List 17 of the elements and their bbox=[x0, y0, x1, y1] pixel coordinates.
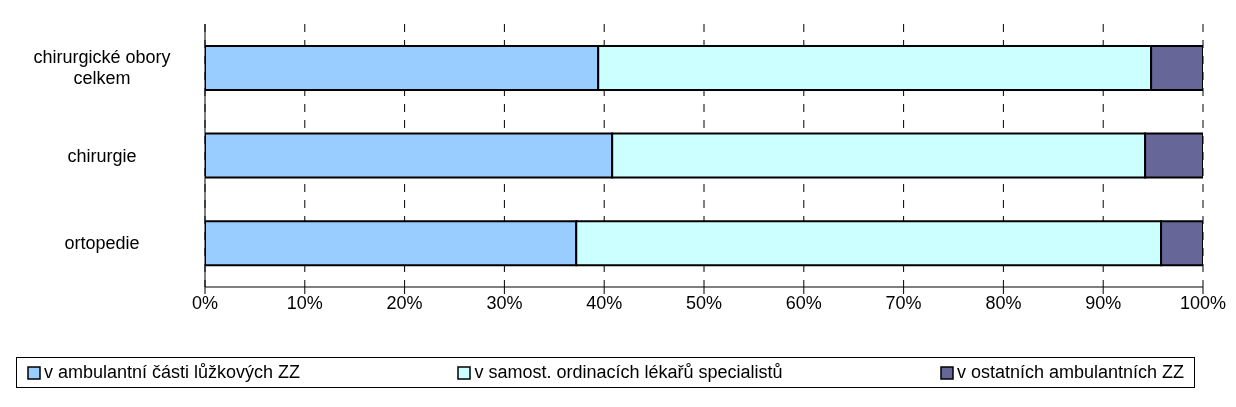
x-tick-label: 70% bbox=[885, 292, 922, 313]
legend-label: v ostatních ambulantních ZZ bbox=[955, 362, 1184, 383]
x-tick-label: 40% bbox=[586, 292, 623, 313]
x-tick-label: 0% bbox=[191, 292, 219, 313]
x-tick-label: 80% bbox=[985, 292, 1022, 313]
x-tick-label: 30% bbox=[486, 292, 523, 313]
x-tick-label: 20% bbox=[386, 292, 423, 313]
y-tick-label: chirurgické obory celkem bbox=[33, 47, 171, 89]
x-tick-label: 90% bbox=[1085, 292, 1122, 313]
x-tick-label: 100% bbox=[1179, 292, 1227, 313]
x-tick-label: 10% bbox=[286, 292, 323, 313]
x-tick-label: 60% bbox=[785, 292, 822, 313]
x-tick-label: 50% bbox=[685, 292, 723, 313]
y-tick-label: chirurgie bbox=[67, 145, 137, 166]
y-tick-label: ortopedie bbox=[64, 233, 140, 254]
legend-label: v samost. ordinacích lékařů specialistů bbox=[473, 362, 783, 383]
legend-label: v ambulantní části lůžkových ZZ bbox=[43, 362, 301, 383]
